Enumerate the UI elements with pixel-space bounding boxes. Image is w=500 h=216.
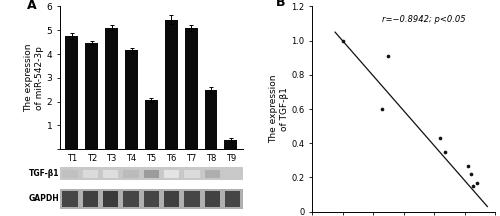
- Bar: [124, 170, 139, 178]
- Bar: [124, 191, 139, 206]
- Bar: [144, 170, 159, 178]
- Bar: [164, 170, 180, 178]
- Bar: [82, 170, 98, 178]
- Bar: [125, 51, 138, 149]
- Bar: [184, 170, 200, 178]
- Point: [384, 54, 392, 58]
- Bar: [145, 100, 158, 149]
- Point: [466, 172, 474, 176]
- Bar: [62, 191, 78, 206]
- Y-axis label: The expression
of miR-542-3p: The expression of miR-542-3p: [24, 44, 44, 112]
- Bar: [62, 170, 78, 178]
- Bar: [204, 191, 220, 206]
- Bar: [103, 170, 118, 178]
- Bar: [103, 191, 118, 206]
- Text: GAPDH: GAPDH: [28, 194, 59, 203]
- Bar: [165, 20, 177, 149]
- Point: [464, 164, 471, 167]
- Point: [378, 107, 386, 111]
- Text: TGF-β1: TGF-β1: [28, 170, 59, 178]
- Bar: [82, 191, 98, 206]
- Bar: [184, 28, 198, 149]
- Point: [472, 181, 480, 184]
- Bar: [66, 36, 78, 149]
- Bar: [60, 189, 243, 209]
- Point: [440, 150, 448, 154]
- Bar: [164, 191, 180, 206]
- Point: [338, 39, 346, 42]
- Text: B: B: [276, 0, 285, 9]
- Bar: [60, 167, 243, 180]
- Bar: [225, 170, 240, 178]
- Y-axis label: The expression
of TGF-β1: The expression of TGF-β1: [269, 75, 288, 143]
- Bar: [224, 140, 237, 149]
- Bar: [204, 90, 218, 149]
- Text: A: A: [27, 0, 36, 12]
- Bar: [144, 191, 159, 206]
- Text: r=−0.8942; p<0.05: r=−0.8942; p<0.05: [382, 15, 466, 24]
- Bar: [105, 28, 118, 149]
- Bar: [184, 191, 200, 206]
- Point: [436, 137, 444, 140]
- Bar: [204, 170, 220, 178]
- Bar: [225, 191, 240, 206]
- Bar: [86, 43, 98, 149]
- Point: [469, 184, 477, 188]
